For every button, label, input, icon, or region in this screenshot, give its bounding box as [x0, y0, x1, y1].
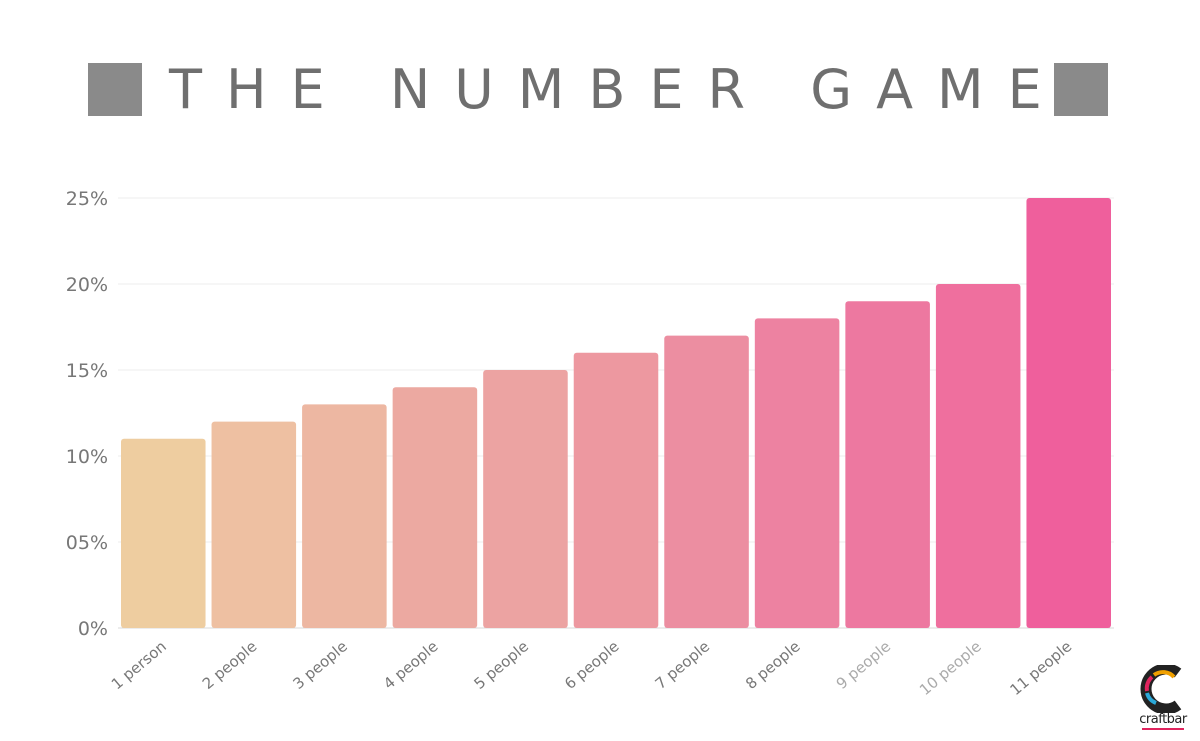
y-tick-label: 20%	[66, 274, 108, 296]
bar	[1026, 198, 1111, 628]
y-tick-label: 15%	[66, 360, 108, 382]
bar	[211, 421, 297, 628]
craftbar-logo-icon	[1140, 663, 1182, 715]
x-category-label: 6 people	[561, 637, 622, 693]
x-category-label: 4 people	[380, 637, 441, 693]
craftbar-logo: craftbar	[1138, 663, 1188, 733]
bar	[845, 301, 930, 628]
title-square-right	[1054, 63, 1108, 116]
title-square-left	[88, 63, 142, 116]
x-category-label: 3 people	[289, 637, 350, 693]
x-category-label: 1 person	[108, 637, 170, 693]
bars	[121, 198, 1111, 628]
logo-text: craftbar	[1139, 712, 1187, 727]
y-tick-label: 25%	[66, 188, 108, 210]
x-category-label: 5 people	[471, 637, 532, 693]
bar	[392, 387, 478, 628]
bar	[754, 318, 840, 628]
x-category-label: 7 people	[652, 637, 713, 693]
y-tick-label: 0%	[78, 618, 108, 640]
x-category-label: 11 people	[1007, 637, 1076, 699]
bar	[121, 438, 206, 628]
x-category-label: 9 people	[833, 637, 894, 693]
y-tick-label: 10%	[66, 446, 108, 468]
title-row: THE NUMBER GAMES	[0, 60, 1200, 120]
logo-underline	[1142, 728, 1184, 730]
y-tick-label: 05%	[66, 532, 108, 554]
bar	[573, 352, 659, 628]
x-axis-labels: 1 person 2 people 3 people 4 people 5 people…	[108, 637, 1075, 699]
page-title: THE NUMBER GAMES	[169, 58, 1125, 121]
x-category-label: 10 people	[916, 637, 985, 699]
x-category-label: 2 people	[199, 637, 260, 693]
bar	[302, 404, 387, 628]
y-axis-ticks: 0% 05% 10% 15% 20% 25%	[66, 188, 108, 640]
bar	[483, 370, 568, 628]
bar	[935, 284, 1021, 628]
x-category-label: 8 people	[742, 637, 803, 693]
bar	[664, 335, 749, 628]
